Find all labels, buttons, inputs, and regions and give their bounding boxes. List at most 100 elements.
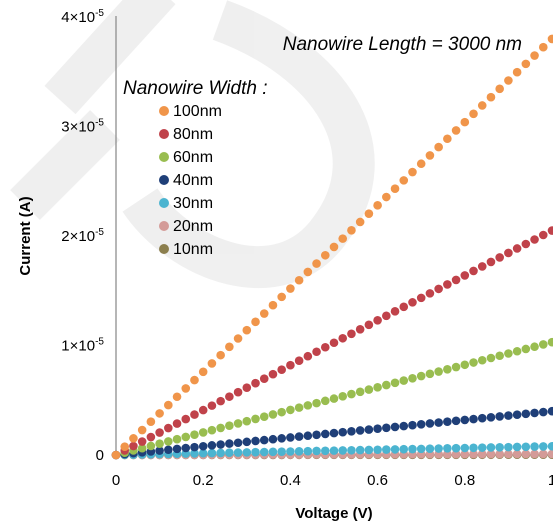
data-point — [504, 349, 513, 358]
data-point — [303, 401, 313, 410]
data-point — [347, 427, 356, 436]
y-tick-labels: 0 1×10-5 2×10-5 3×10-5 4×10-5 — [61, 8, 104, 464]
legend-label: 80nm — [173, 126, 213, 143]
data-point — [216, 396, 225, 406]
data-point — [294, 356, 304, 366]
data-point — [451, 362, 461, 372]
x-tick-labels: 0 0.2 0.4 0.6 0.8 1 — [112, 472, 553, 489]
data-point — [347, 226, 356, 235]
data-point — [364, 320, 374, 330]
data-point — [294, 275, 304, 285]
data-point — [190, 442, 199, 452]
data-point — [416, 371, 426, 381]
data-point — [190, 449, 199, 458]
data-point — [312, 430, 321, 440]
data-point — [469, 449, 478, 459]
data-point — [233, 334, 243, 343]
data-point — [477, 413, 487, 423]
series-40nm — [111, 406, 553, 460]
data-point — [355, 426, 365, 435]
legend-marker — [159, 106, 169, 116]
data-point — [521, 239, 531, 249]
data-point — [329, 338, 339, 348]
data-point — [146, 432, 156, 442]
data-point — [198, 367, 208, 377]
data-point — [259, 447, 269, 457]
data-point — [486, 92, 496, 102]
x-tick-label: 0.6 — [367, 472, 388, 489]
data-point — [320, 396, 330, 406]
data-point — [303, 431, 313, 441]
legend-item-20nm: 20nm — [159, 218, 213, 235]
legend: Nanowire Width : 100nm 80nm 60nm 40nm 30nm 20… — [123, 78, 268, 258]
data-point — [198, 428, 208, 437]
data-point — [329, 394, 339, 403]
data-point — [251, 436, 260, 446]
data-point — [399, 421, 409, 431]
data-point — [460, 271, 470, 280]
data-point — [530, 342, 539, 352]
legend-item-60nm: 60nm — [159, 149, 213, 166]
data-point — [120, 442, 130, 451]
legend-marker — [159, 244, 169, 254]
data-point — [233, 387, 243, 397]
x-tick-label: 0.2 — [193, 472, 214, 489]
data-point — [242, 383, 252, 392]
data-point — [460, 117, 470, 127]
data-point — [434, 367, 443, 376]
data-point — [233, 419, 243, 428]
data-point — [469, 266, 478, 276]
data-point — [259, 309, 269, 318]
data-point — [512, 410, 522, 420]
data-point — [486, 257, 496, 267]
data-point — [477, 262, 487, 271]
data-point — [390, 307, 400, 316]
data-point — [486, 449, 496, 459]
data-point — [538, 340, 548, 349]
data-point — [547, 34, 553, 44]
legend-label: 100nm — [173, 103, 222, 120]
data-point — [382, 192, 391, 202]
data-point — [425, 151, 435, 160]
data-point — [373, 383, 382, 392]
length-annotation: Nanowire Length = 3000 nm — [283, 34, 522, 55]
data-point — [225, 448, 234, 458]
data-point — [373, 201, 382, 210]
data-point — [355, 387, 365, 397]
legend-items: 100nm 80nm 60nm 40nm 30nm 20nm 10nm — [159, 103, 222, 258]
y-tick-label: 4×10-5 — [61, 8, 104, 26]
data-point — [277, 447, 286, 456]
data-point — [408, 420, 417, 430]
data-point — [425, 419, 435, 428]
data-point — [207, 359, 217, 368]
legend-item-30nm: 30nm — [159, 195, 213, 212]
data-point — [129, 434, 138, 443]
data-point — [373, 445, 382, 455]
data-point — [469, 414, 478, 424]
data-point — [382, 445, 391, 454]
data-point — [504, 76, 513, 85]
data-point — [294, 403, 304, 412]
x-tick-label: 0.4 — [280, 472, 301, 489]
data-point — [530, 449, 539, 459]
data-point — [164, 437, 173, 446]
data-point — [207, 425, 217, 435]
data-point — [251, 414, 260, 424]
legend-label: 30nm — [173, 195, 213, 212]
data-point — [521, 442, 531, 452]
data-point — [425, 444, 435, 453]
data-point — [207, 401, 217, 410]
legend-marker — [159, 221, 169, 231]
data-point — [207, 441, 217, 450]
data-point — [547, 406, 553, 416]
data-point — [277, 292, 286, 302]
data-point — [530, 51, 539, 60]
data-point — [495, 84, 504, 94]
data-point — [312, 259, 321, 268]
data-point — [443, 444, 452, 453]
data-point — [512, 449, 522, 459]
data-point — [477, 101, 487, 110]
data-point — [216, 440, 225, 449]
data-point — [338, 446, 348, 455]
